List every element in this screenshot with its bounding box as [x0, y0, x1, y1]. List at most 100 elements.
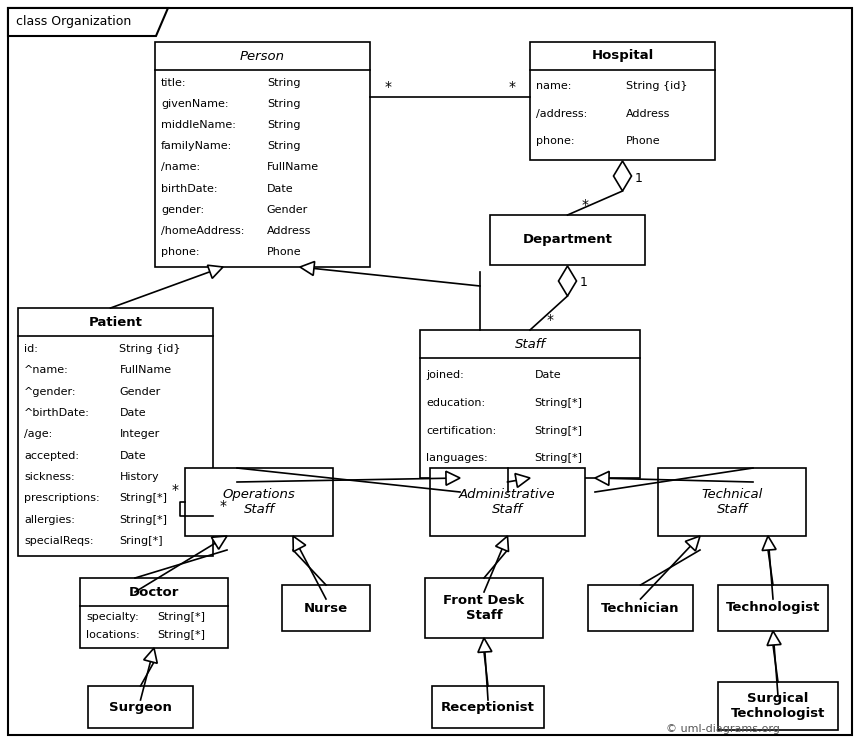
Text: ^gender:: ^gender: — [24, 386, 77, 397]
Polygon shape — [207, 265, 223, 279]
Text: *: * — [171, 483, 179, 497]
Text: History: History — [120, 472, 159, 482]
Text: name:: name: — [536, 81, 571, 91]
Text: Person: Person — [240, 49, 285, 63]
Bar — [530, 42, 715, 160]
Text: certification:: certification: — [426, 426, 496, 436]
Text: Gender: Gender — [120, 386, 161, 397]
Bar — [155, 42, 370, 267]
Text: Date: Date — [267, 184, 293, 193]
Polygon shape — [212, 536, 227, 549]
Text: *: * — [508, 80, 515, 94]
Text: String[*]: String[*] — [534, 453, 582, 463]
Text: FullName: FullName — [120, 365, 171, 375]
Text: *: * — [219, 499, 226, 513]
Text: middleName:: middleName: — [161, 120, 236, 130]
Text: allergies:: allergies: — [24, 515, 75, 524]
Text: Patient: Patient — [89, 315, 143, 329]
Text: Sring[*]: Sring[*] — [120, 536, 163, 546]
Polygon shape — [300, 261, 315, 276]
Bar — [18, 308, 213, 556]
Polygon shape — [558, 266, 576, 296]
Text: /homeAddress:: /homeAddress: — [161, 226, 244, 236]
Text: /address:: /address: — [536, 108, 587, 119]
Text: familyName:: familyName: — [161, 141, 232, 151]
Text: joined:: joined: — [426, 370, 464, 379]
Text: phone:: phone: — [161, 247, 200, 257]
Bar — [425, 578, 543, 638]
Text: Operations
Staff: Operations Staff — [223, 488, 295, 516]
Text: specialty:: specialty: — [86, 612, 138, 622]
Text: id:: id: — [24, 344, 38, 354]
Text: /name:: /name: — [161, 162, 200, 173]
Text: ^birthDate:: ^birthDate: — [24, 408, 90, 418]
Text: Date: Date — [120, 408, 146, 418]
Text: /age:: /age: — [24, 430, 52, 439]
Polygon shape — [762, 536, 776, 551]
Text: 1: 1 — [580, 276, 587, 290]
Text: *: * — [546, 313, 554, 327]
Bar — [88, 686, 193, 728]
Bar — [658, 468, 806, 536]
Polygon shape — [8, 8, 168, 36]
Polygon shape — [613, 161, 631, 191]
Text: givenName:: givenName: — [161, 99, 229, 109]
Polygon shape — [445, 471, 460, 486]
Text: specialReqs:: specialReqs: — [24, 536, 94, 546]
Text: Surgeon: Surgeon — [109, 701, 172, 713]
Polygon shape — [515, 474, 530, 487]
Bar — [718, 682, 838, 730]
Text: Date: Date — [120, 450, 146, 461]
Polygon shape — [293, 536, 305, 551]
Text: Phone: Phone — [267, 247, 301, 257]
Text: ^name:: ^name: — [24, 365, 69, 375]
Text: Administrative
Staff: Administrative Staff — [459, 488, 556, 516]
Text: Receptionist: Receptionist — [441, 701, 535, 713]
Text: title:: title: — [161, 78, 187, 87]
Polygon shape — [767, 631, 781, 645]
Text: Address: Address — [267, 226, 311, 236]
Text: gender:: gender: — [161, 205, 204, 215]
Polygon shape — [495, 536, 508, 551]
Text: Front Desk
Staff: Front Desk Staff — [444, 594, 525, 622]
Polygon shape — [478, 638, 492, 652]
Text: String {id}: String {id} — [120, 344, 181, 354]
Text: languages:: languages: — [426, 453, 488, 463]
Text: String {id}: String {id} — [626, 81, 688, 91]
Bar — [588, 585, 693, 631]
Polygon shape — [144, 648, 157, 663]
Text: © uml-diagrams.org: © uml-diagrams.org — [666, 724, 780, 734]
Text: accepted:: accepted: — [24, 450, 79, 461]
Text: String[*]: String[*] — [120, 515, 168, 524]
Text: Gender: Gender — [267, 205, 308, 215]
Text: Hospital: Hospital — [592, 49, 654, 63]
Bar — [718, 585, 828, 631]
Text: sickness:: sickness: — [24, 472, 75, 482]
Text: Integer: Integer — [120, 430, 160, 439]
Text: Technician: Technician — [601, 601, 679, 615]
Text: String: String — [267, 99, 300, 109]
Text: prescriptions:: prescriptions: — [24, 493, 100, 503]
Text: Address: Address — [626, 108, 671, 119]
Text: Phone: Phone — [626, 136, 660, 146]
Text: String[*]: String[*] — [120, 493, 168, 503]
Text: String[*]: String[*] — [534, 426, 582, 436]
Text: Technologist: Technologist — [726, 601, 820, 615]
Bar — [430, 468, 585, 536]
Bar — [432, 686, 544, 728]
Bar — [185, 468, 333, 536]
Text: Date: Date — [534, 370, 561, 379]
Text: Doctor: Doctor — [129, 586, 179, 598]
Text: 1: 1 — [635, 172, 642, 185]
Text: education:: education: — [426, 397, 485, 408]
Text: Technical
Staff: Technical Staff — [702, 488, 763, 516]
Text: locations:: locations: — [86, 630, 139, 640]
Polygon shape — [595, 471, 609, 486]
Bar — [490, 215, 645, 265]
Text: String: String — [267, 78, 300, 87]
Text: Surgical
Technologist: Surgical Technologist — [731, 692, 826, 720]
Text: *: * — [384, 80, 391, 94]
Text: Department: Department — [523, 234, 612, 247]
Text: *: * — [582, 198, 589, 212]
Text: String: String — [267, 141, 300, 151]
